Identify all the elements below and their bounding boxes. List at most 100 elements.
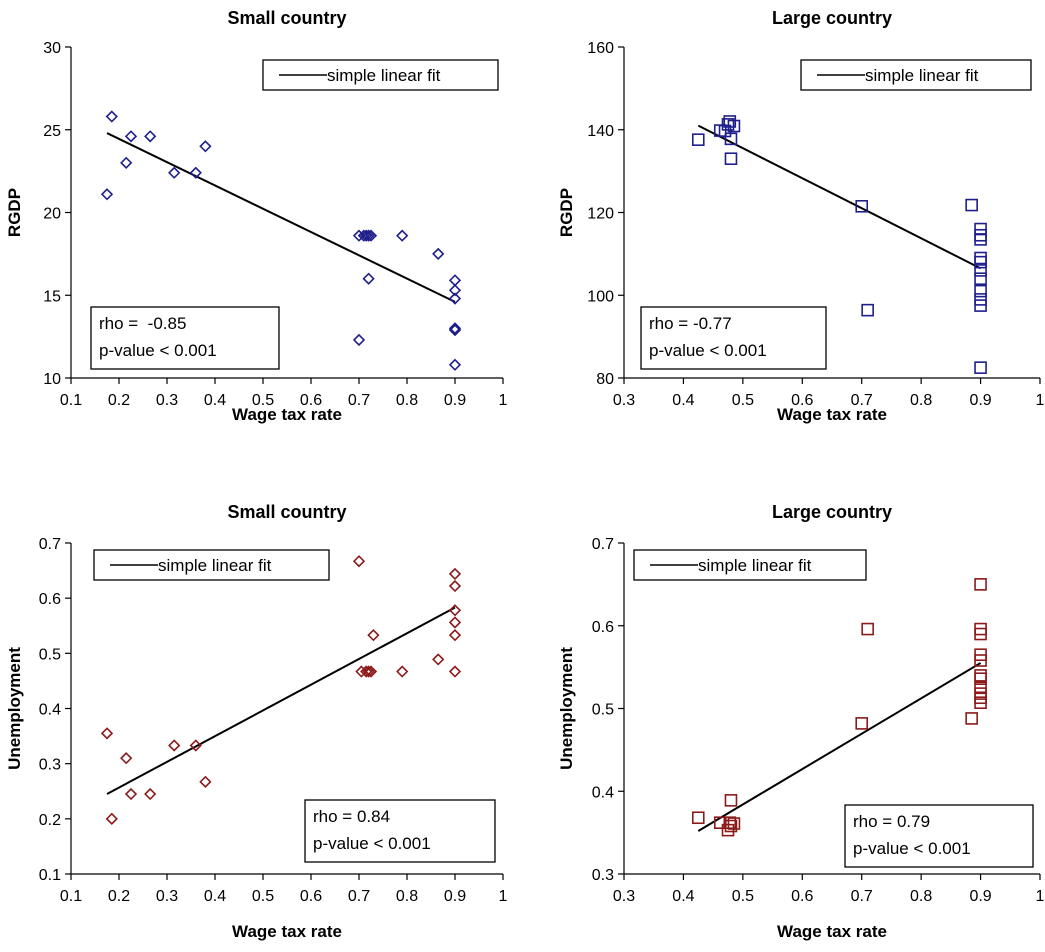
y-tick-label: 0.6 — [592, 619, 614, 636]
y-tick-label: 100 — [587, 288, 614, 305]
data-point — [199, 775, 212, 789]
linear-fit-line — [106, 606, 456, 795]
y-tick-label: 30 — [43, 40, 61, 57]
data-point — [448, 284, 462, 297]
x-tick-label: 0.3 — [613, 888, 635, 905]
y-axis-label: Unemployment — [557, 647, 576, 770]
y-tick-label: 0.3 — [592, 867, 614, 884]
data-point — [448, 567, 462, 581]
data-point — [396, 229, 409, 242]
data-point — [723, 816, 737, 829]
y-tick-label: 0.4 — [39, 702, 61, 719]
data-point — [362, 229, 375, 242]
stats-box — [90, 306, 280, 370]
x-tick-label: 0.5 — [732, 888, 754, 905]
x-tick-label: 0.6 — [300, 392, 322, 409]
x-tick-label: 0.8 — [910, 392, 932, 409]
x-tick-label: 0.8 — [396, 888, 418, 905]
x-axis-label: Wage tax rate — [777, 922, 887, 941]
data-point — [965, 198, 978, 212]
y-tick-label: 0.7 — [39, 536, 61, 553]
data-point — [724, 794, 738, 807]
data-point — [974, 696, 987, 710]
linear-fit-line — [106, 132, 456, 303]
rho-annotation: rho = -0.77 — [649, 314, 732, 333]
x-tick-label: 0.1 — [60, 888, 82, 905]
data-point — [124, 130, 138, 143]
data-point — [965, 712, 978, 725]
x-tick-label: 0.4 — [204, 392, 226, 409]
y-tick-label: 0.4 — [592, 784, 614, 801]
rho-annotation: rho = -0.85 — [99, 314, 186, 333]
data-point — [362, 272, 375, 285]
data-point — [723, 115, 737, 128]
y-axis-label: Unemployment — [5, 647, 24, 770]
data-point — [724, 132, 738, 146]
x-tick-label: 0.7 — [851, 392, 873, 409]
y-tick-label: 0.7 — [592, 536, 614, 553]
y-tick-label: 0.5 — [592, 702, 614, 719]
y-tick-label: 0.3 — [39, 757, 61, 774]
chart-panel-4: Large country 0.3 0.4 0.5 0.6 0.7 0.3 0.4 0.5 0.6… — [557, 502, 1045, 941]
data-point — [448, 665, 462, 678]
stats-box — [304, 799, 496, 863]
stats-box — [844, 804, 1034, 868]
x-axis-label: Wage tax rate — [232, 922, 342, 941]
x-tick-label: 0.2 — [108, 392, 130, 409]
data-point — [727, 119, 741, 133]
chart-title: Small country — [227, 502, 346, 522]
data-point — [360, 665, 373, 678]
x-tick-label: 0.5 — [732, 392, 754, 409]
data-point — [168, 166, 181, 179]
data-point — [448, 628, 462, 642]
data-point — [352, 555, 366, 568]
data-point — [855, 717, 869, 730]
x-tick-label: 0.3 — [613, 392, 635, 409]
data-point — [432, 247, 445, 261]
data-point — [448, 616, 462, 629]
legend-label: simple linear fit — [865, 66, 979, 85]
y-tick-label: 20 — [43, 206, 61, 223]
data-point — [974, 654, 987, 667]
data-point — [144, 130, 157, 143]
data-point — [448, 322, 462, 335]
y-tick-label: 25 — [43, 123, 61, 140]
data-point — [974, 233, 987, 246]
data-point — [974, 672, 987, 686]
x-tick-label: 1 — [1036, 888, 1045, 905]
data-point — [364, 665, 378, 678]
data-point — [362, 665, 375, 678]
data-point — [364, 229, 378, 242]
p-value-annotation: p-value < 0.001 — [649, 341, 767, 360]
data-point — [105, 812, 118, 825]
y-tick-label: 160 — [587, 40, 614, 57]
data-point — [448, 358, 462, 371]
data-point — [974, 272, 987, 286]
x-tick-label: 0.5 — [252, 392, 274, 409]
x-tick-label: 0.4 — [672, 392, 694, 409]
data-point — [861, 303, 874, 317]
x-tick-label: 0.2 — [108, 888, 130, 905]
data-point — [974, 284, 987, 298]
p-value-annotation: p-value < 0.001 — [853, 839, 971, 858]
data-point — [448, 292, 462, 305]
rho-annotation: rho = 0.84 — [313, 807, 390, 826]
x-tick-label: 0.6 — [300, 888, 322, 905]
stats-box — [640, 306, 827, 370]
data-point — [352, 333, 366, 347]
x-tick-label: 0.8 — [396, 392, 418, 409]
data-point — [100, 727, 114, 740]
data-point — [974, 251, 987, 265]
rho-annotation: rho = 0.79 — [853, 812, 930, 831]
x-tick-label: 0.4 — [672, 888, 694, 905]
data-point — [974, 361, 987, 374]
y-tick-label: 0.1 — [39, 867, 61, 884]
data-point — [189, 166, 202, 179]
data-point — [855, 199, 869, 213]
chart-title: Large country — [772, 8, 892, 28]
data-point — [100, 188, 114, 201]
x-tick-label: 0.9 — [444, 392, 466, 409]
x-tick-label: 0.8 — [910, 888, 932, 905]
data-point — [691, 811, 705, 825]
